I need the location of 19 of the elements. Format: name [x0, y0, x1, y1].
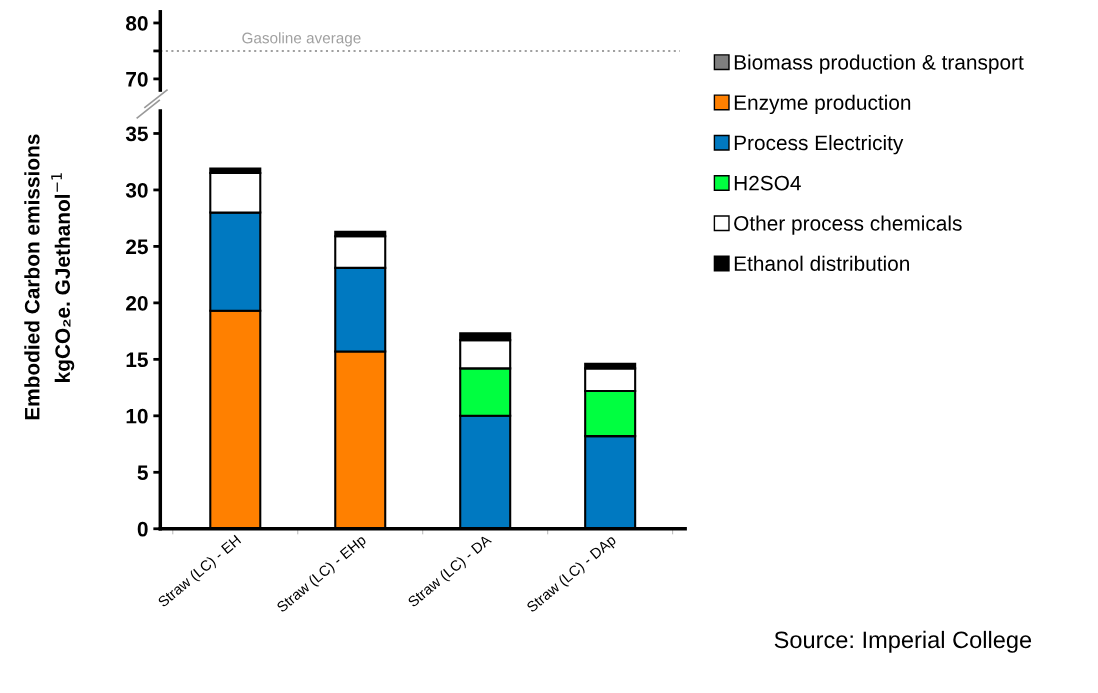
- ref-line-label: Gasoline average: [242, 32, 361, 47]
- y-tick-label: 20: [126, 295, 148, 311]
- y-axis-title: Embodied Carbon emissions kgCO₂e. GJethanol$^{−1}$: [24, 134, 75, 420]
- y-tick-label: 35: [125, 126, 148, 142]
- source-note: Source: Imperial College: [774, 630, 1032, 653]
- legend-label: Ethanol distribution: [734, 255, 909, 271]
- legend-label: Enzyme production: [734, 94, 911, 115]
- y-tick-label: 30: [125, 182, 148, 198]
- y-tick-label: 70: [126, 71, 148, 87]
- legend-label: Other process chemicals: [734, 215, 962, 235]
- y-tick-label: 10: [126, 408, 148, 424]
- legend-label: Process Electricity: [734, 134, 904, 155]
- y-tick-label: 0: [137, 521, 148, 537]
- legend-label: H2SO4: [734, 175, 801, 191]
- y-tick-label: 80: [125, 15, 148, 31]
- y-tick-label: 25: [126, 239, 148, 255]
- y-tick-label: 15: [126, 352, 148, 368]
- y-tick-label: 5: [137, 465, 148, 481]
- legend-label: Biomass production & transport: [734, 54, 1024, 74]
